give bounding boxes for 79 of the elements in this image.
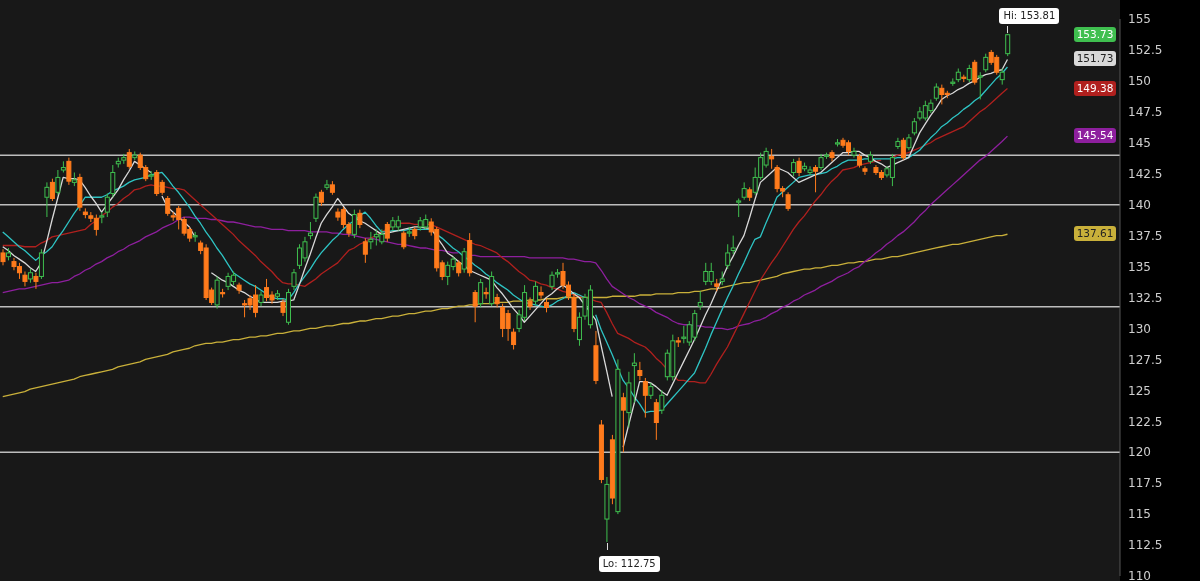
candlestick [483,287,489,300]
candlestick [357,209,363,229]
y-tick-label: 110 [1128,569,1151,581]
candlestick [66,157,72,186]
candlestick [637,361,643,381]
candlestick [33,272,39,290]
y-tick-label: 152.5 [1128,43,1163,58]
y-tick-label: 137.5 [1128,228,1163,243]
candlestick [983,53,989,73]
candlestick [55,169,61,196]
candlestick [104,193,110,218]
candlestick [538,285,544,300]
candlestick [478,278,484,308]
candlestick [620,392,626,453]
y-tick-label: 117.5 [1128,476,1163,491]
line-series [2,233,1009,398]
candlestick [472,289,478,323]
candlestick [351,209,357,239]
candlestick [291,268,297,291]
y-tick-label: 122.5 [1128,414,1163,429]
y-tick-label: 140 [1128,197,1151,212]
candlestick [736,197,742,218]
candlestick [49,178,55,202]
candlestick [659,389,665,415]
y-tick-label: 132.5 [1128,290,1163,305]
candlestick [725,243,731,270]
candlestick [110,164,116,198]
annotation: 151.73 [1074,51,1116,67]
candlestick [977,71,983,100]
candlestick [796,157,802,177]
candlestick [362,237,368,264]
y-tick-label: 125 [1128,383,1151,398]
candlestick [972,59,978,86]
y-tick-label: 155 [1128,12,1151,27]
candlestick [653,398,659,441]
candlestick [829,149,835,162]
candlestick [813,164,819,193]
candlestick [44,181,50,218]
y-tick-label: 120 [1128,445,1151,460]
candlestick [527,297,533,311]
y-tick-label: 130 [1128,321,1151,336]
annotation: 153.73 [1074,26,1116,42]
candlestick [785,191,791,212]
y-tick-label: 112.5 [1128,538,1163,553]
candlestick [900,137,906,161]
annotation: 137.61 [1074,226,1116,242]
candlestick [38,248,44,280]
candlestick [313,193,319,223]
candlestick [851,147,857,159]
y-tick-label: 115 [1128,507,1151,522]
candlestick [631,352,637,404]
candlestick [22,271,28,287]
candlestick [807,165,813,176]
candlestick [576,311,582,347]
candlestick [533,280,539,306]
candlestick [461,247,467,274]
candlestick [511,327,517,350]
candlestick [401,230,407,250]
y-tick-label: 142.5 [1128,166,1163,181]
annotation: Lo: 112.75 [598,555,660,572]
candlestick [862,165,868,176]
candlestick [769,148,775,170]
annotation: 149.38 [1074,80,1116,96]
y-tick-label: 135 [1128,259,1151,274]
candlestick [730,235,736,255]
y-tick-label: 150 [1128,74,1151,89]
y-tick-label: 127.5 [1128,352,1163,367]
candlestick [549,271,555,291]
annotation: Hi: 153.81 [999,7,1060,24]
candlestick [895,137,901,150]
candlestick [642,377,648,419]
annotation: 145.54 [1074,128,1116,144]
candlestick [126,148,132,170]
candlestick [324,179,330,191]
y-tick-label: 147.5 [1128,105,1163,120]
candlestick [697,290,703,311]
candlestick [165,195,171,217]
y-tick-label: 145 [1128,136,1151,151]
candlestick [384,221,390,243]
